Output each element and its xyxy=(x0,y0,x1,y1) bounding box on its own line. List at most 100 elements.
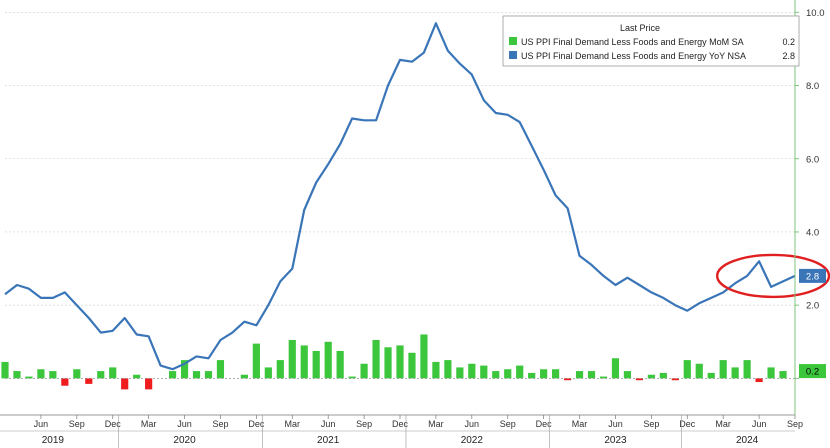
bar xyxy=(563,378,572,381)
bar xyxy=(552,369,560,379)
bar xyxy=(707,372,715,379)
bar xyxy=(73,369,81,379)
bar xyxy=(180,360,189,379)
bar xyxy=(192,371,201,379)
x-tick-label: Jun xyxy=(177,419,192,429)
bar xyxy=(13,371,21,379)
bar xyxy=(456,367,464,379)
bar xyxy=(348,376,356,379)
legend-label-mom: US PPI Final Demand Less Foods and Energ… xyxy=(521,37,744,47)
bar xyxy=(396,345,404,379)
legend-swatch-yoy xyxy=(509,51,517,59)
bar xyxy=(575,371,584,379)
bar xyxy=(61,378,69,386)
bar xyxy=(480,365,488,379)
bar xyxy=(659,372,667,379)
last-value-tag xyxy=(799,268,826,283)
bar xyxy=(587,371,596,379)
bar xyxy=(444,360,452,379)
last-value-tag-label: 0.2 xyxy=(806,367,819,378)
bar xyxy=(504,369,512,379)
bar xyxy=(1,361,9,379)
yoy-line xyxy=(4,22,796,371)
legend-swatch-mom xyxy=(509,37,517,45)
bar xyxy=(384,347,392,379)
bar xyxy=(408,352,416,379)
bar xyxy=(97,371,105,379)
y-axis: 2.0 4.0 6.0 8.0 10.0 xyxy=(794,0,825,415)
bar xyxy=(743,360,751,379)
legend-box xyxy=(502,15,800,67)
bar xyxy=(204,371,213,379)
x-tick-label: Dec xyxy=(536,419,553,429)
legend: Last Price US PPI Final Demand Less Food… xyxy=(502,15,800,67)
x-tick-label: Mar xyxy=(572,419,588,429)
x-tick-label: Jun xyxy=(465,419,480,429)
x-tick-label: Dec xyxy=(679,419,696,429)
bar xyxy=(216,360,225,379)
legend-title: Last Price xyxy=(620,23,660,33)
year-label: 2020 xyxy=(173,435,196,446)
last-value-tag xyxy=(799,364,826,379)
x-tick-label: Mar xyxy=(141,419,157,429)
yoy-series-line xyxy=(4,22,796,371)
x-tick-label: Jun xyxy=(608,419,623,429)
bar xyxy=(109,367,117,379)
year-label: 2023 xyxy=(604,435,627,446)
y-tick-label: 10.0 xyxy=(806,8,825,19)
x-tick-label: Sep xyxy=(787,419,803,429)
bar xyxy=(168,371,177,379)
bar xyxy=(276,360,284,379)
x-axis: Jun Sep Dec Mar Jun Sep Dec Mar Jun Sep Dec Mar Jun S… xyxy=(0,414,803,448)
bar xyxy=(121,378,129,390)
bar xyxy=(767,367,775,379)
y-tick-label: 2.0 xyxy=(806,301,819,312)
x-tick-label: Sep xyxy=(643,419,659,429)
bar xyxy=(85,378,93,384)
bar xyxy=(683,360,691,379)
legend-label-yoy: US PPI Final Demand Less Foods and Energ… xyxy=(521,51,746,61)
bar xyxy=(49,371,57,379)
year-label: 2024 xyxy=(736,435,759,446)
bar xyxy=(432,361,440,379)
highlight-ellipse xyxy=(715,253,830,299)
bar xyxy=(372,339,380,379)
bar xyxy=(719,360,727,379)
last-value-tag-label: 2.8 xyxy=(806,271,819,282)
x-tick-label: Dec xyxy=(248,419,265,429)
bar xyxy=(671,378,679,381)
bar xyxy=(695,363,703,379)
bar xyxy=(264,367,272,379)
x-tick-label: Sep xyxy=(69,419,85,429)
bar xyxy=(240,374,248,379)
bar xyxy=(420,334,428,379)
bar xyxy=(528,372,536,379)
x-tick-label: Jun xyxy=(34,419,49,429)
bar xyxy=(635,378,643,381)
bar xyxy=(288,339,296,379)
x-tick-label: Jun xyxy=(752,419,767,429)
x-tick-label: Mar xyxy=(428,419,444,429)
bar xyxy=(300,345,308,379)
y-tick-label: 6.0 xyxy=(806,154,819,165)
bar xyxy=(252,343,260,379)
bar xyxy=(336,350,344,379)
year-label: 2021 xyxy=(317,435,340,446)
bar xyxy=(37,369,45,379)
bar xyxy=(540,369,548,379)
last-value-tags: 2.8 0.2 xyxy=(799,268,826,379)
bar xyxy=(647,374,655,379)
bar xyxy=(324,341,332,379)
x-tick-label: Sep xyxy=(356,419,372,429)
x-tick-label: Sep xyxy=(500,419,516,429)
bar xyxy=(145,378,153,390)
x-tick-label: Dec xyxy=(392,419,409,429)
gridlines xyxy=(5,12,795,379)
x-tick-label: Mar xyxy=(715,419,731,429)
bar xyxy=(468,363,476,379)
mom-bars xyxy=(1,334,787,390)
year-label: 2019 xyxy=(42,435,65,446)
bar xyxy=(312,350,320,379)
bar xyxy=(779,371,787,379)
